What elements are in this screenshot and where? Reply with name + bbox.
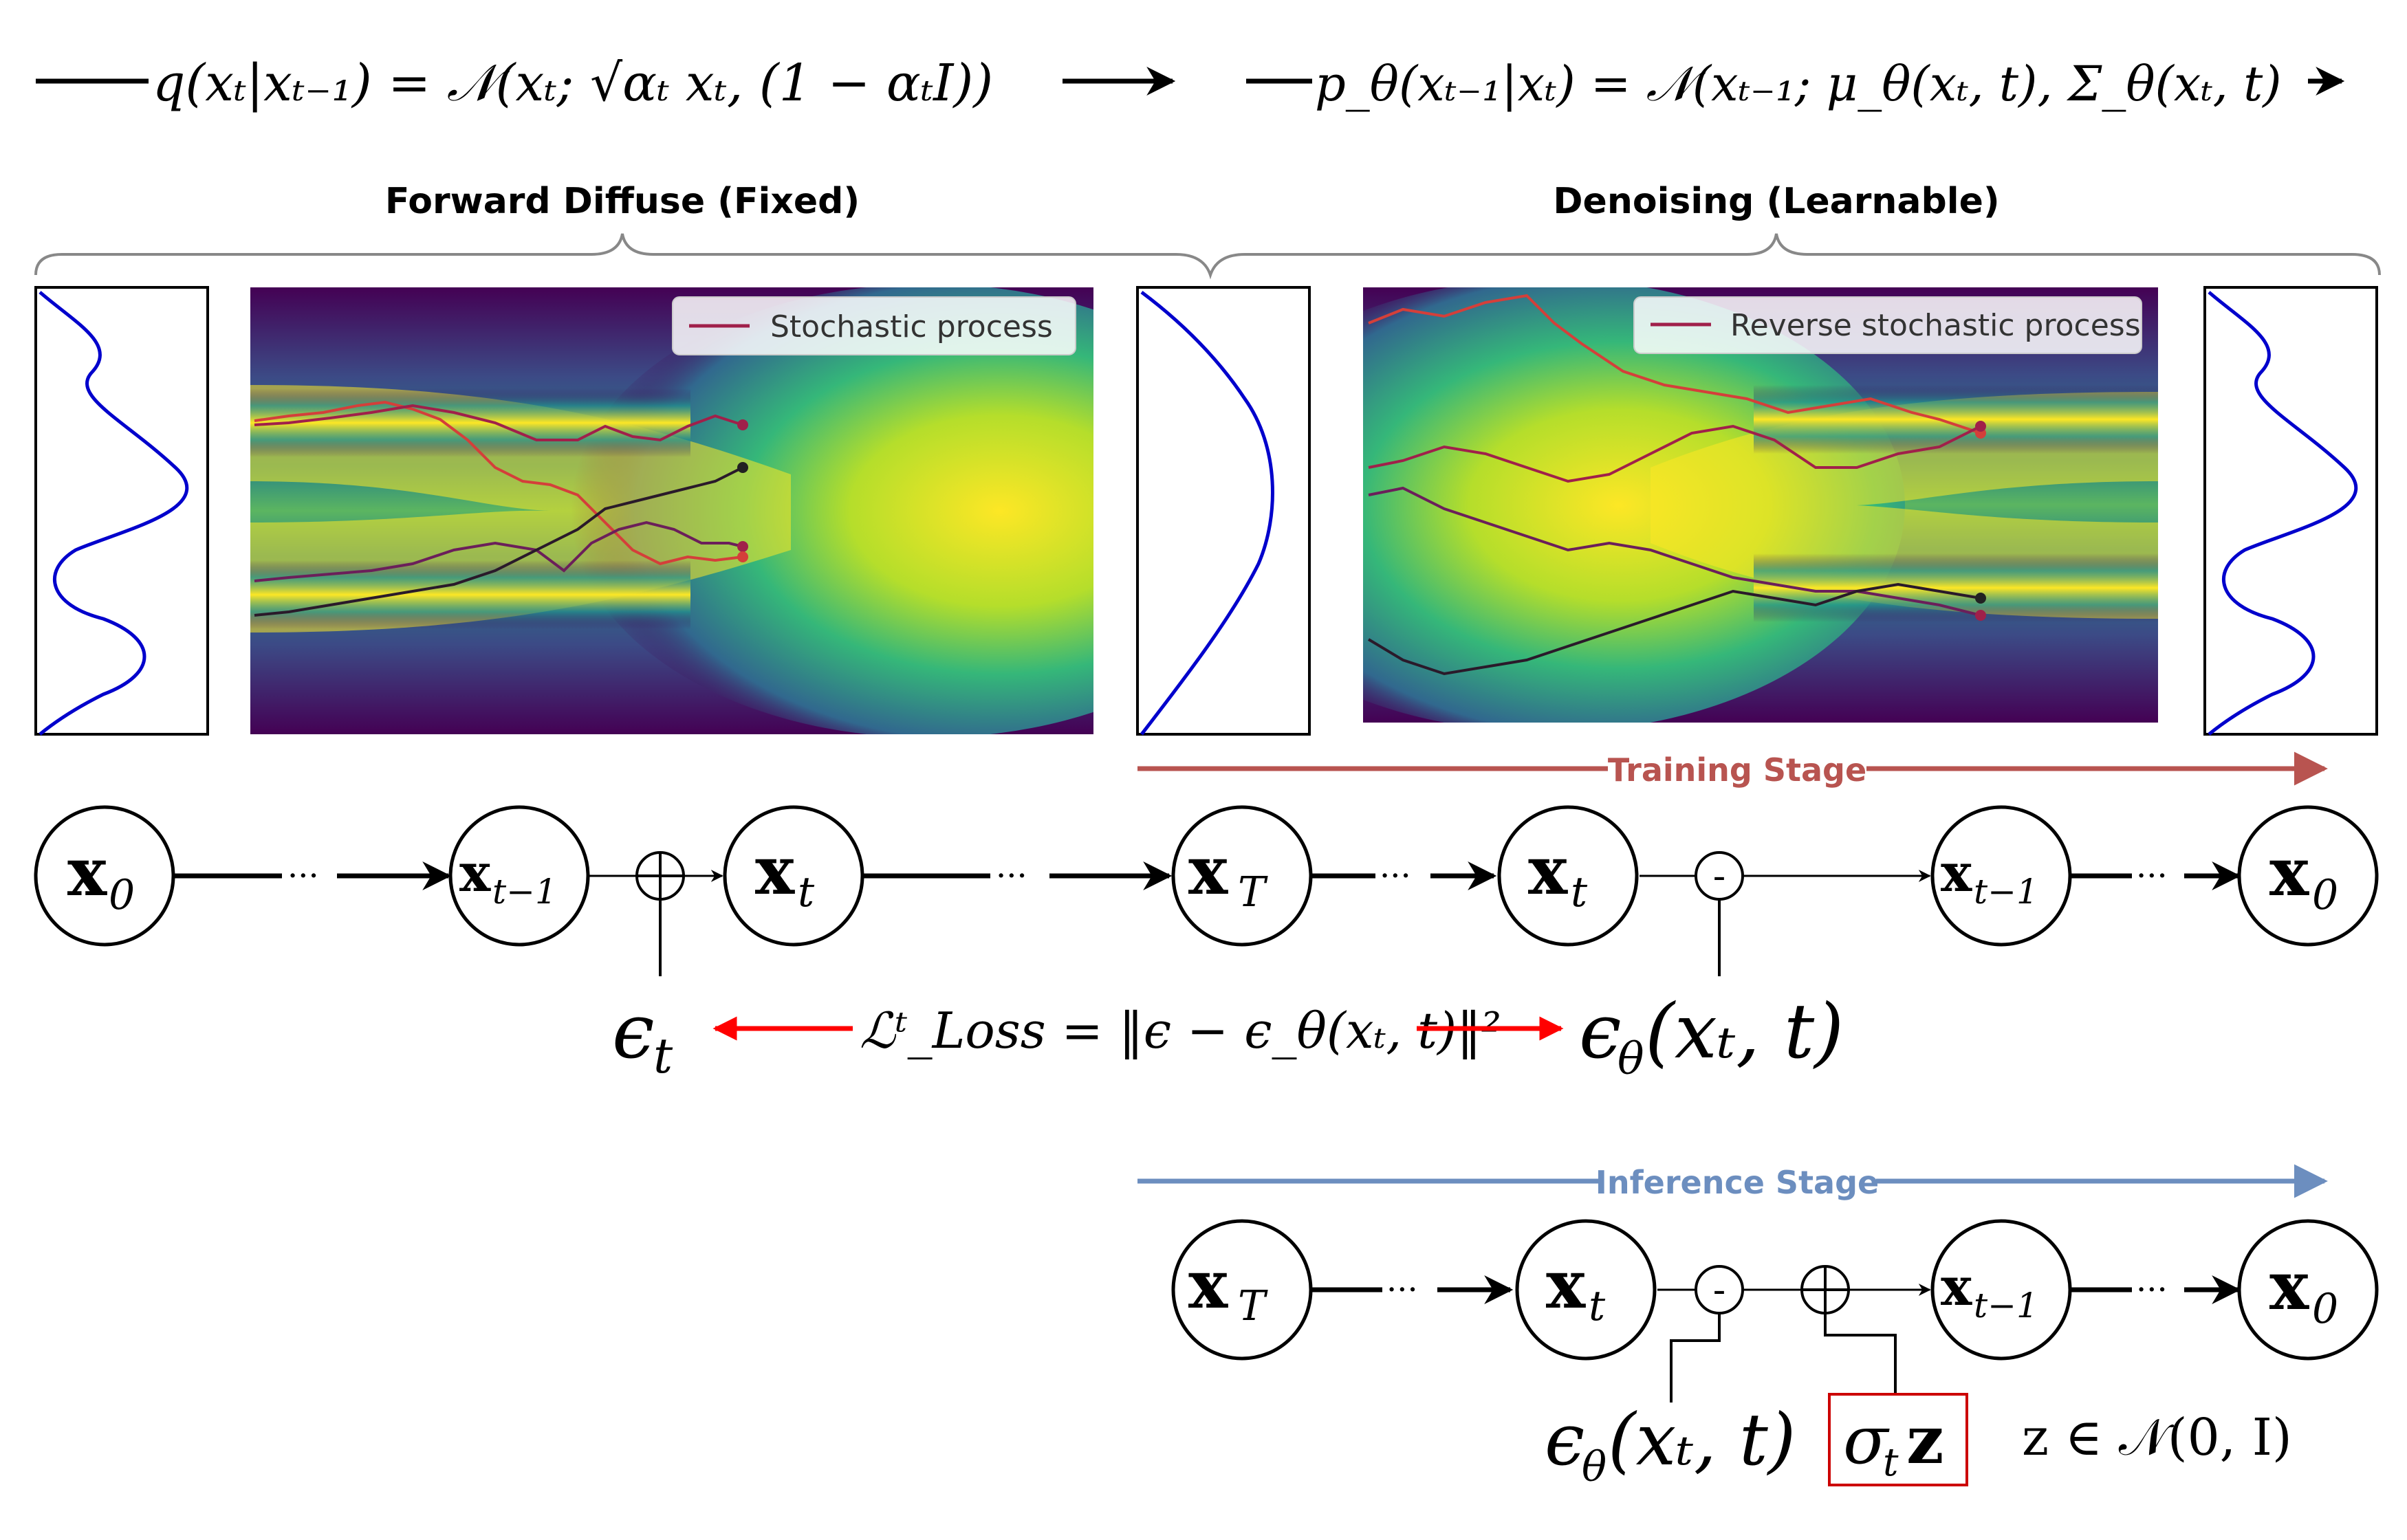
- node-symbol: x: [2269, 833, 2309, 911]
- minus-sign: -: [1713, 1270, 1726, 1311]
- epsilon-symbol: ϵ: [1579, 987, 1622, 1075]
- sigma-subscript: t: [1883, 1440, 1899, 1485]
- node-xt-minus-1-training: x t−1: [1930, 805, 2072, 947]
- node-symbol: x: [1546, 1246, 1586, 1323]
- forward-section-label: Forward Diffuse (Fixed): [385, 181, 860, 222]
- node-subscript: t: [798, 868, 815, 916]
- node-subscript: t: [1589, 1282, 1606, 1330]
- gaussian-density-curve: [1140, 291, 1274, 736]
- ellipsis: ···: [287, 857, 319, 895]
- epsilon-t-label: ϵ t: [612, 987, 673, 1084]
- reverse-path-purple: [1368, 486, 1981, 617]
- node-symbol: x: [1941, 1256, 1972, 1317]
- node-subscript: t−1: [1974, 872, 2038, 912]
- epsilon-args: (xₜ, t): [1608, 1398, 1796, 1482]
- bimodal-density-curve-left: [39, 291, 189, 736]
- epsilon-symbol: ϵ: [612, 987, 655, 1075]
- node-symbol: x: [755, 832, 795, 910]
- epsilon-symbol: ϵ: [1545, 1398, 1584, 1482]
- epsilon-args: (xₜ, t): [1645, 987, 1844, 1075]
- node-xt-minus-1-inference: x t−1: [1930, 1219, 2072, 1361]
- node-subscript: t−1: [492, 872, 557, 912]
- node-subscript: 0: [2312, 1285, 2338, 1333]
- subtract-operator-training: -: [1695, 851, 1744, 976]
- node-subscript: 0: [109, 871, 135, 919]
- node-symbol: x: [67, 833, 107, 911]
- noise-symbol: z: [1906, 1401, 1944, 1479]
- node-xt-forward: x t: [723, 805, 864, 947]
- section-bracket: [34, 233, 2381, 280]
- node-x0-training: x 0: [2237, 805, 2379, 947]
- inference-stage-label: Inference Stage: [1595, 1164, 1879, 1201]
- epsilon-subscript: θ: [1582, 1443, 1607, 1491]
- inference-chain: ··· ··· x T x t - x: [1171, 1219, 2379, 1402]
- bimodal-density-curve-right: [2208, 291, 2358, 736]
- denoise-section-label: Denoising (Learnable): [1553, 181, 1999, 222]
- node-xT-training: x T: [1171, 805, 1313, 947]
- training-chain: ··· ··· ··· ··· x 0 x t−1: [34, 805, 2379, 976]
- ellipsis: ···: [1380, 857, 1411, 895]
- forward-legend: Stochastic process: [672, 296, 1076, 355]
- node-subscript: 0: [2312, 871, 2338, 919]
- reverse-legend-label: Reverse stochastic process: [1730, 308, 2141, 343]
- reverse-equation: p_θ(xₜ₋₁|xₜ) = 𝒩(xₜ₋₁; μ_θ(xₜ, t), Σ_θ(x…: [1315, 56, 2282, 112]
- ellipsis: ···: [2136, 857, 2168, 895]
- reverse-path-red: [1368, 294, 1981, 434]
- training-stage-label: Training Stage: [1608, 751, 1866, 789]
- inference-stage-arrow: Inference Stage: [1137, 1164, 2328, 1201]
- node-xt-inference: x t: [1515, 1219, 1657, 1361]
- forward-heatmap: [250, 287, 1093, 734]
- data-density-panel-right: [2203, 286, 2378, 736]
- node-symbol: x: [1188, 1246, 1228, 1323]
- ellipsis: ···: [996, 857, 1027, 895]
- loss-equation: ℒᵗ_Loss = ‖ϵ − ϵ_θ(xₜ, t)‖²: [860, 1002, 1501, 1059]
- forward-path-crimson: [254, 404, 743, 442]
- forward-path-purple: [254, 520, 743, 582]
- forward-path-black: [254, 466, 743, 617]
- noise-distribution-label: z ∈ 𝒩(0, I): [2022, 1408, 2292, 1467]
- sigma-symbol: σ: [1843, 1402, 1890, 1479]
- ellipsis: ···: [2136, 1270, 2168, 1309]
- node-symbol: x: [459, 842, 491, 903]
- data-density-panel-left: [34, 286, 209, 736]
- node-symbol: x: [1528, 832, 1568, 910]
- training-stage-arrow: Training Stage: [1137, 751, 2328, 789]
- subtract-operator-inference: -: [1670, 1265, 1744, 1402]
- epsilon-theta-label-inference: ϵ θ (xₜ, t): [1545, 1398, 1796, 1491]
- forward-equation: q(xₜ|xₜ₋₁) = 𝒩(xₜ; √αₜ xₜ, (1 − αₜI)): [153, 54, 993, 113]
- node-symbol: x: [1188, 832, 1228, 910]
- node-symbol: x: [2269, 1247, 2309, 1325]
- reverse-path-black: [1367, 582, 1981, 676]
- forward-path-red: [254, 400, 743, 566]
- epsilon-subscript: t: [653, 1028, 673, 1084]
- node-symbol: x: [1941, 842, 1972, 903]
- ellipsis: ···: [1386, 1270, 1418, 1309]
- reverse-heatmap: [1363, 287, 2158, 723]
- node-subscript: T: [1238, 868, 1268, 916]
- node-x0-forward: x 0: [34, 805, 175, 947]
- node-xt-minus-1-forward: x t−1: [448, 805, 590, 947]
- sigma-z-box: σ t z: [1828, 1393, 1968, 1486]
- forward-legend-label: Stochastic process: [770, 309, 1053, 344]
- node-subscript: T: [1238, 1282, 1268, 1330]
- epsilon-theta-label-training: ϵ θ (xₜ, t): [1579, 987, 1844, 1085]
- node-subscript: t−1: [1974, 1286, 2038, 1326]
- minus-sign: -: [1713, 856, 1726, 897]
- node-xt-training: x t: [1497, 805, 1639, 947]
- reverse-path-crimson: [1368, 424, 1981, 483]
- add-operator-inference: [1800, 1265, 1897, 1393]
- epsilon-subscript: θ: [1618, 1034, 1644, 1085]
- node-subscript: t: [1571, 868, 1588, 916]
- add-operator-forward: [635, 851, 685, 976]
- gaussian-density-panel: [1136, 286, 1311, 736]
- node-x0-inference: x 0: [2237, 1219, 2379, 1361]
- reverse-legend: Reverse stochastic process: [1633, 296, 2142, 354]
- loss-row: ϵ t ℒᵗ_Loss = ‖ϵ − ϵ_θ(xₜ, t)‖² ϵ θ (xₜ,…: [612, 987, 1844, 1085]
- node-xT-inference: x T: [1171, 1219, 1313, 1361]
